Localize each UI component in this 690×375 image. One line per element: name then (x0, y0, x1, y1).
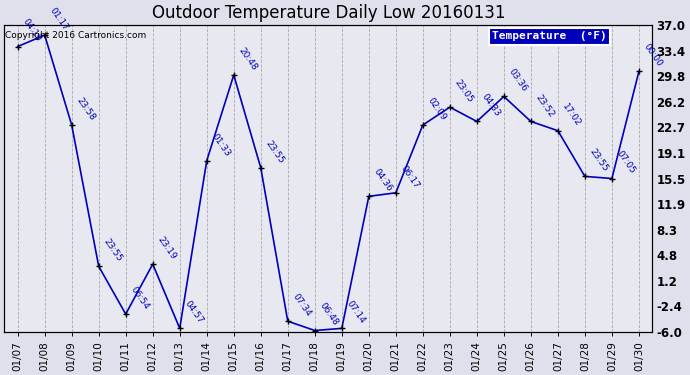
Text: 00:00: 00:00 (642, 42, 664, 69)
Text: 04:33: 04:33 (480, 92, 502, 118)
Text: 01:33: 01:33 (210, 132, 232, 158)
Text: 06:54: 06:54 (128, 285, 150, 311)
Text: 06:48: 06:48 (317, 302, 339, 328)
Text: 04:57: 04:57 (183, 299, 205, 326)
Text: 07:05: 07:05 (615, 149, 637, 176)
Text: 07:34: 07:34 (290, 292, 313, 318)
Text: 06:17: 06:17 (399, 164, 421, 190)
Text: 23:58: 23:58 (75, 96, 97, 122)
Text: 23:05: 23:05 (453, 78, 475, 104)
Text: 23:52: 23:52 (533, 93, 555, 118)
Text: 02:09: 02:09 (426, 96, 448, 122)
Text: 23:55: 23:55 (264, 139, 286, 165)
Text: 07:14: 07:14 (344, 299, 366, 326)
Text: Temperature  (°F): Temperature (°F) (492, 31, 607, 41)
Text: 23:55: 23:55 (588, 147, 610, 174)
Text: 23:55: 23:55 (101, 237, 124, 264)
Text: 20:48: 20:48 (237, 46, 259, 72)
Text: 17:02: 17:02 (561, 102, 583, 128)
Text: 04:10: 04:10 (21, 18, 43, 44)
Text: 01:17: 01:17 (48, 6, 70, 32)
Text: 03:36: 03:36 (506, 68, 529, 94)
Text: 23:19: 23:19 (155, 235, 177, 261)
Text: Copyright 2016 Cartronics.com: Copyright 2016 Cartronics.com (6, 31, 147, 40)
Title: Outdoor Temperature Daily Low 20160131: Outdoor Temperature Daily Low 20160131 (152, 4, 505, 22)
Text: 04:36: 04:36 (372, 167, 394, 194)
